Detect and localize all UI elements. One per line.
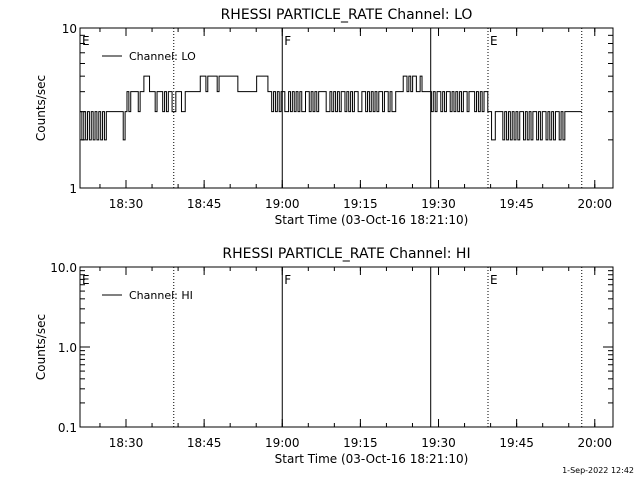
y-tick-label: 0.1 (58, 421, 77, 435)
plot-hi: RHESSI PARTICLE_RATE Channel: HI Counts/s… (34, 246, 614, 466)
x-tick-label: 19:30 (421, 197, 456, 211)
x-axis-label: Start Time (03-Oct-16 18:21:10) (275, 452, 469, 466)
x-axis-label: Start Time (03-Oct-16 18:21:10) (275, 213, 469, 227)
x-tick-label: 19:15 (343, 197, 378, 211)
x-tick-label: 19:00 (265, 436, 300, 450)
legend-label: Channel: HI (129, 289, 193, 302)
event-marker-label: E (490, 273, 498, 287)
x-tick-label: 18:30 (109, 197, 144, 211)
x-tick-label: 20:00 (577, 197, 612, 211)
plot-frame (79, 27, 614, 189)
y-tick-label: 1.0 (58, 341, 77, 355)
plot-lo: RHESSI PARTICLE_RATE Channel: LO Counts/s… (34, 7, 614, 227)
x-tick-label: 19:45 (499, 197, 534, 211)
event-marker-label: E (490, 34, 498, 48)
x-tick-label: 19:45 (499, 436, 534, 450)
series-line-lo (80, 75, 582, 141)
y-tick-label: 1 (69, 182, 77, 196)
event-marker-label: F (284, 34, 291, 48)
x-tick-label: 18:30 (109, 436, 144, 450)
footer-timestamp: 1-Sep-2022 12:42 (562, 466, 634, 475)
y-axis-label: Counts/sec (34, 75, 48, 141)
y-axis-label: Counts/sec (34, 314, 48, 380)
y-tick-label: 10.0 (50, 261, 77, 275)
y-tick-label: 10 (62, 22, 77, 36)
x-tick-label: 20:00 (577, 436, 612, 450)
x-tick-label: 19:15 (343, 436, 378, 450)
event-marker-label: E (82, 273, 90, 287)
chart-title: RHESSI PARTICLE_RATE Channel: LO (221, 7, 473, 23)
x-tick-label: 18:45 (187, 197, 222, 211)
x-tick-label: 19:30 (421, 436, 456, 450)
legend-label: Channel: LO (129, 50, 196, 63)
chart-title: RHESSI PARTICLE_RATE Channel: HI (222, 246, 470, 262)
event-marker-label: F (284, 273, 291, 287)
x-tick-label: 19:00 (265, 197, 300, 211)
x-tick-label: 18:45 (187, 436, 222, 450)
event-marker-label: E (82, 34, 90, 48)
